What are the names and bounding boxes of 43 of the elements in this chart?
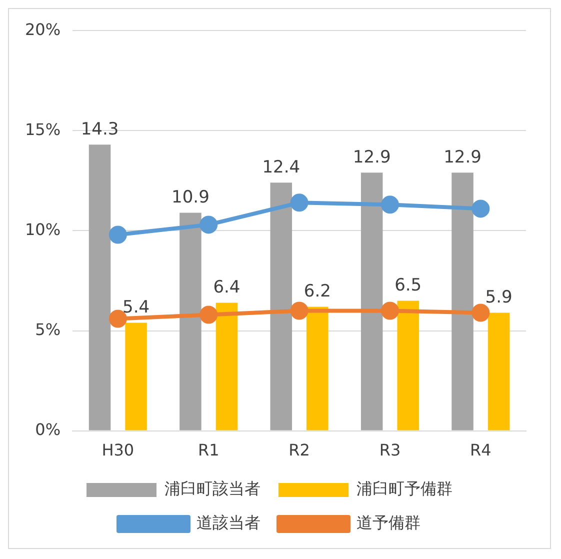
bar [488,312,510,430]
data-label: 12.9 [444,148,482,168]
point [290,302,308,320]
point [380,196,399,214]
y-tick-label: 0% [35,420,61,439]
legend-label: 道該当者 [196,513,260,532]
point [200,306,218,324]
point [472,200,490,218]
point [472,304,490,322]
bar [360,172,383,430]
bar [452,172,474,430]
legend-label: 道予備群 [356,513,420,532]
x-tick-label: H30 [102,440,134,460]
point [108,226,127,244]
y-tick-label: 20% [25,20,61,39]
x-tick-label: R3 [379,440,401,460]
x-tick-label: R2 [288,440,310,460]
data-label: 5.9 [485,288,512,308]
data-label: 10.9 [172,188,210,208]
legend-label: 浦臼町予備群 [356,479,452,498]
x-tick-label: R4 [470,440,492,460]
point [290,194,308,212]
bar [397,300,419,430]
bar [306,306,328,430]
x-tick-label: R1 [198,440,220,460]
y-tick-label: 15% [25,120,61,139]
data-label: 12.9 [352,148,391,168]
point [200,216,218,234]
data-label: 6.2 [304,282,331,302]
bar [180,212,202,430]
bar [88,144,111,430]
legend-label: 浦臼町該当者 [164,479,260,498]
data-label: 5.4 [122,298,150,318]
bar [270,182,292,430]
bar [216,302,238,430]
bar [125,322,147,430]
y-tick-label: 10% [25,220,61,239]
point [380,302,399,320]
data-label: 6.5 [394,276,422,296]
y-tick-label: 5% [35,320,61,339]
data-label: 14.3 [80,120,119,140]
data-label: 12.4 [262,158,300,178]
data-label: 6.4 [213,278,240,298]
